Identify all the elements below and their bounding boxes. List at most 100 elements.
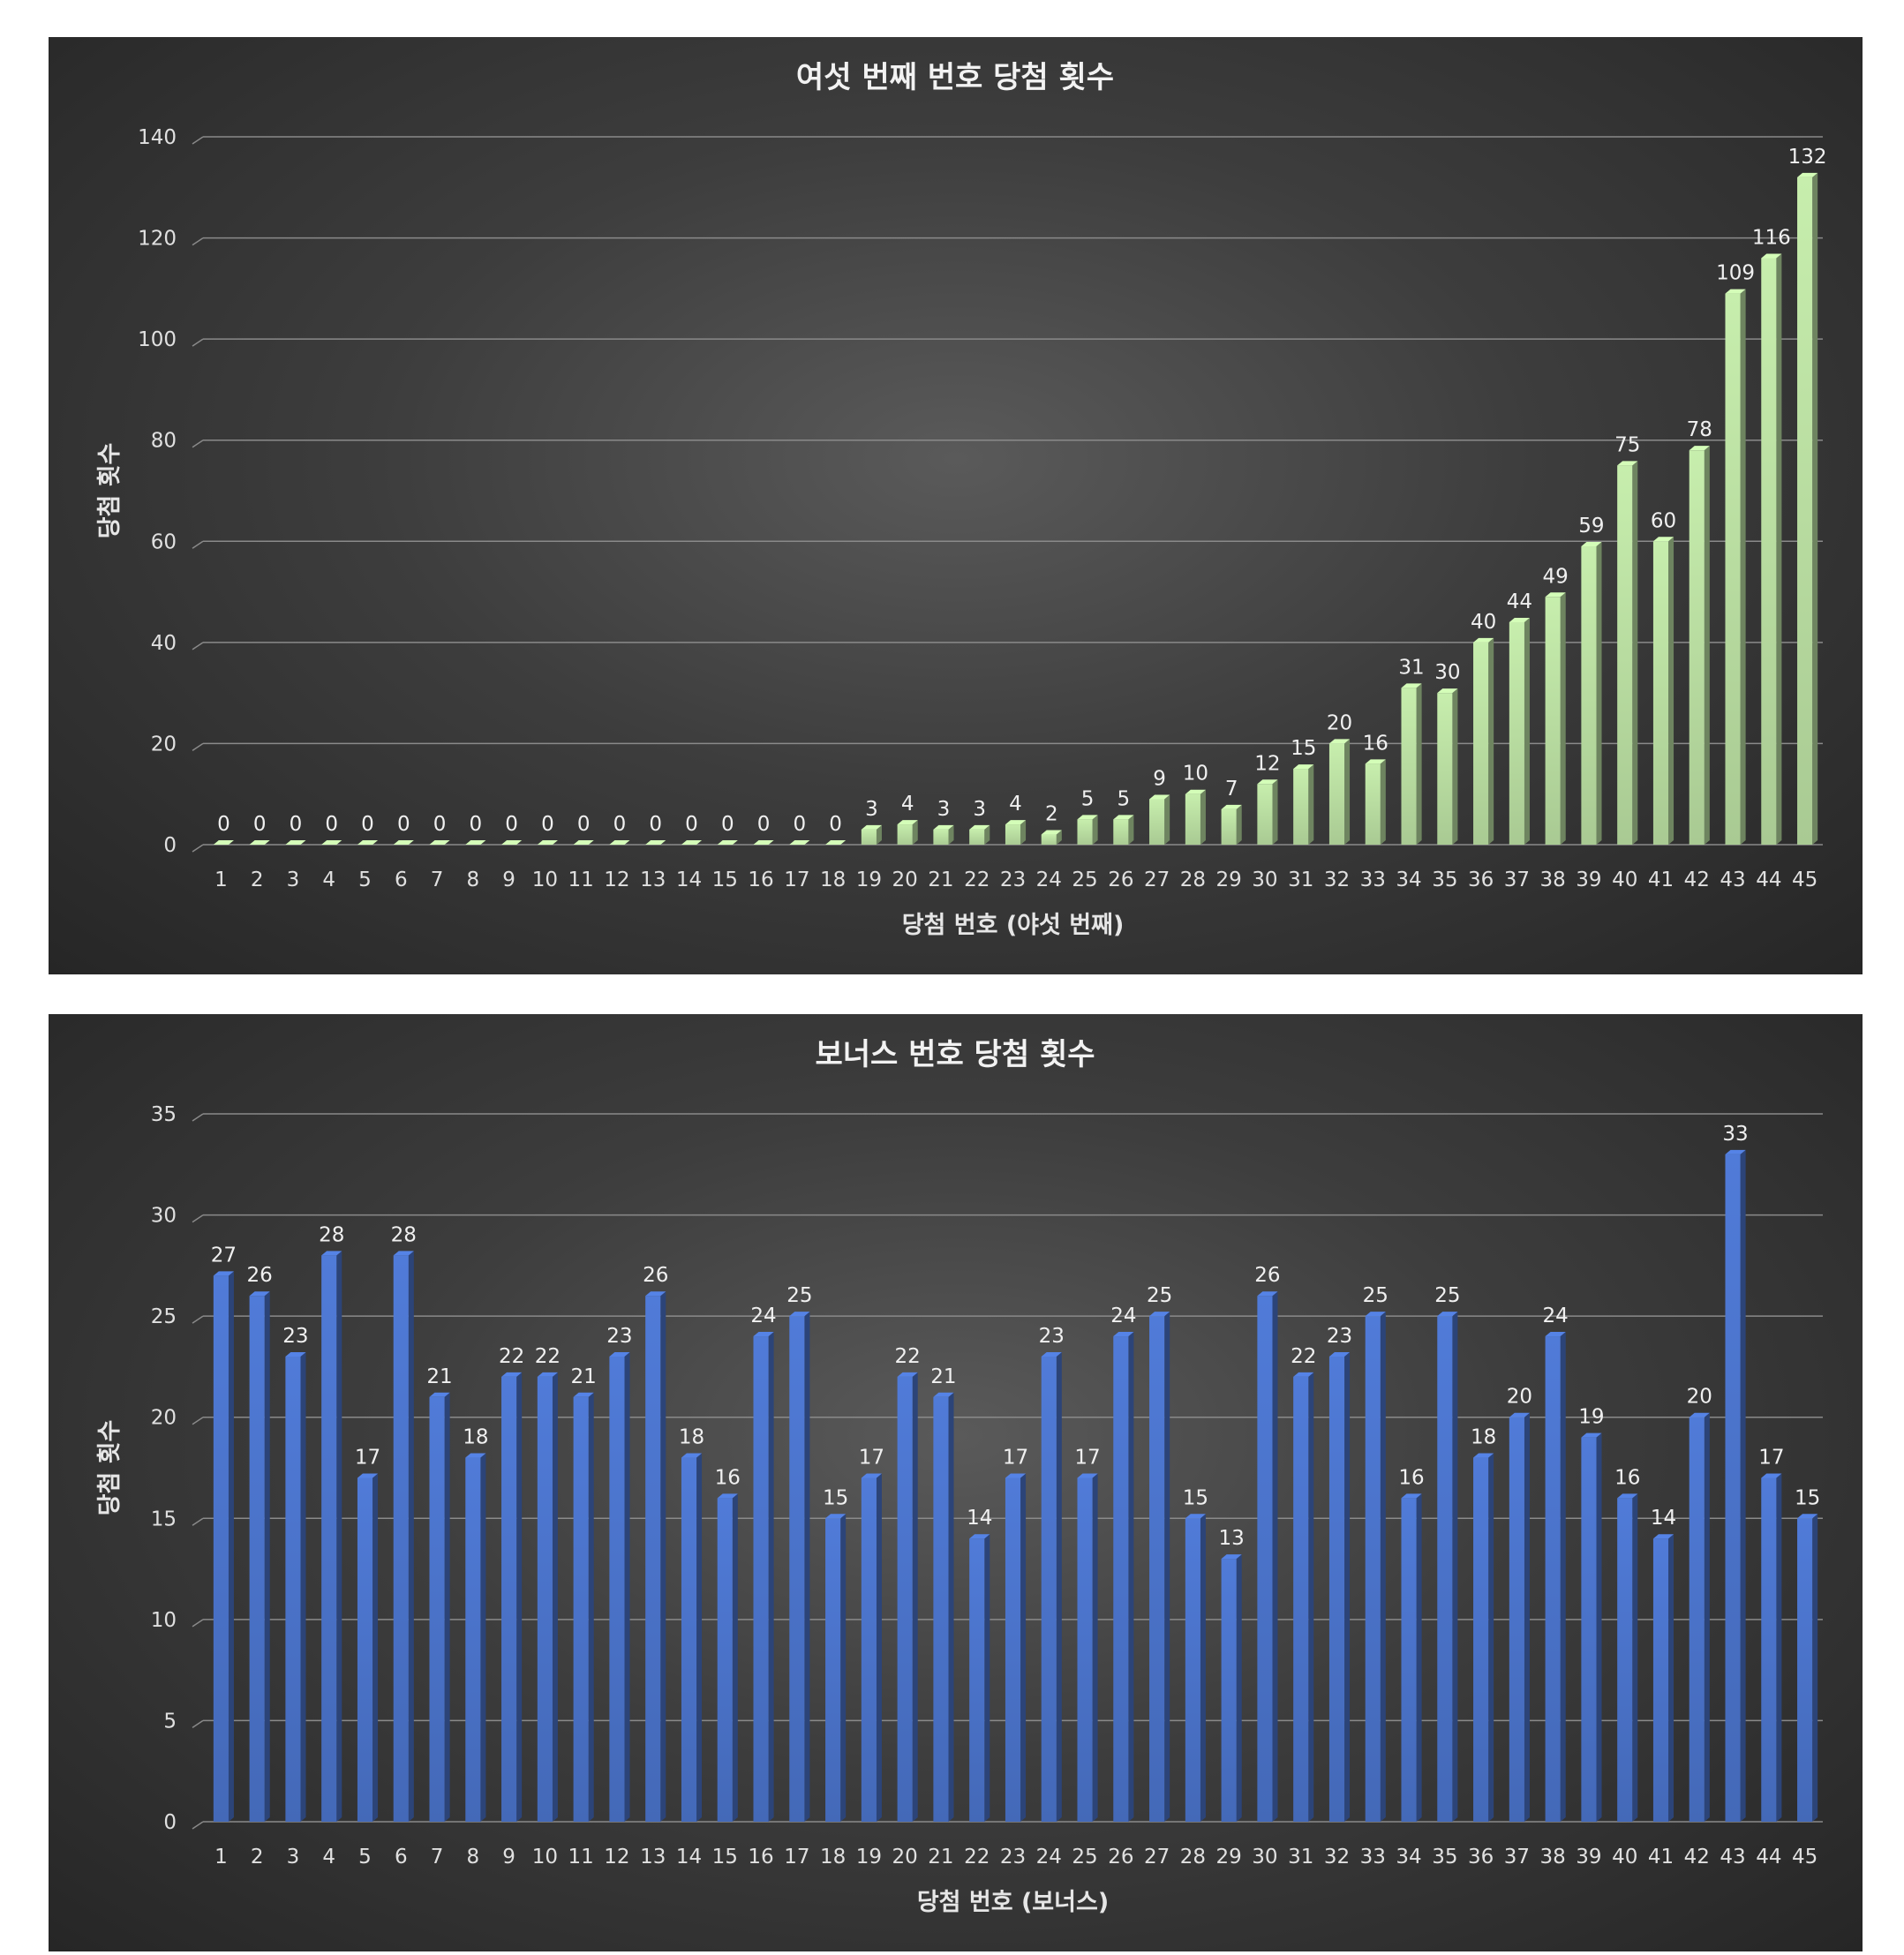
x-tick-label: 8 bbox=[467, 1846, 480, 1869]
x-tick-label: 14 bbox=[676, 1846, 702, 1869]
gridline-depth bbox=[192, 338, 204, 347]
bar-side bbox=[228, 1271, 234, 1822]
bar bbox=[537, 1376, 553, 1822]
x-tick-label: 41 bbox=[1648, 868, 1674, 891]
bar-group-44 bbox=[1761, 1473, 1782, 1822]
bar-side bbox=[1740, 289, 1746, 846]
data-label: 18 bbox=[1471, 1426, 1496, 1449]
bar bbox=[1149, 799, 1165, 845]
bar-group-17 bbox=[789, 1312, 810, 1822]
bar bbox=[1761, 258, 1777, 845]
bar-top bbox=[1401, 1493, 1422, 1499]
bar-side bbox=[1128, 815, 1134, 845]
bar-group-35 bbox=[1437, 688, 1458, 845]
bar-group-25 bbox=[1077, 815, 1098, 845]
bar-side bbox=[1704, 1412, 1710, 1822]
bar-top bbox=[1545, 592, 1566, 598]
data-label: 25 bbox=[1147, 1284, 1172, 1307]
bar bbox=[1581, 546, 1597, 845]
bar-group-4 bbox=[321, 840, 342, 845]
bar-top bbox=[1185, 1514, 1206, 1519]
bar-group-10 bbox=[537, 1372, 558, 1822]
gridline-depth bbox=[192, 1517, 204, 1526]
bar-top bbox=[1221, 1554, 1242, 1560]
bar-group-37 bbox=[1509, 1412, 1530, 1822]
bar-side bbox=[516, 1372, 523, 1822]
x-tick-label: 29 bbox=[1216, 1846, 1242, 1869]
data-label: 10 bbox=[1183, 763, 1208, 786]
bar bbox=[1652, 1538, 1669, 1822]
bar-group-22 bbox=[969, 1534, 990, 1822]
data-label: 60 bbox=[1651, 509, 1676, 532]
bar-top bbox=[825, 1514, 847, 1519]
gridline-depth bbox=[192, 742, 204, 752]
bar-group-5 bbox=[357, 840, 379, 845]
bar-side bbox=[1128, 1332, 1134, 1822]
bar-group-21 bbox=[933, 824, 954, 845]
bar-group-22 bbox=[969, 824, 990, 845]
x-tick-label: 30 bbox=[1252, 868, 1277, 891]
bar-top bbox=[465, 1453, 486, 1458]
bar bbox=[681, 1457, 697, 1822]
bar-group-41 bbox=[1652, 537, 1674, 845]
bar-top bbox=[1005, 820, 1027, 825]
bar-side bbox=[1596, 542, 1602, 845]
bar-side bbox=[408, 1251, 414, 1822]
data-label: 16 bbox=[715, 1466, 741, 1489]
bar-group-30 bbox=[1257, 1291, 1278, 1822]
bar bbox=[1401, 688, 1417, 845]
bar bbox=[1149, 1316, 1165, 1822]
bar-top bbox=[789, 840, 810, 845]
bar-top bbox=[897, 1372, 918, 1377]
bar-group-20 bbox=[897, 1372, 918, 1822]
bar-top bbox=[285, 1351, 306, 1357]
bar-side bbox=[1092, 815, 1098, 845]
bar-side bbox=[1704, 446, 1710, 845]
bar-group-43 bbox=[1725, 289, 1746, 846]
bar bbox=[969, 829, 985, 845]
bar-side bbox=[1272, 1291, 1278, 1822]
bar-group-32 bbox=[1328, 739, 1351, 845]
bar-group-8 bbox=[465, 1453, 486, 1822]
data-label: 0 bbox=[361, 813, 374, 836]
bar-side bbox=[1524, 1412, 1530, 1822]
bar bbox=[1365, 763, 1381, 845]
bar-side bbox=[1164, 794, 1170, 845]
x-tick-label: 15 bbox=[712, 868, 738, 891]
bar bbox=[1328, 1356, 1345, 1822]
bar-side bbox=[1668, 1534, 1674, 1822]
bar-group-6 bbox=[393, 840, 414, 845]
data-label: 4 bbox=[901, 793, 914, 816]
data-label: 15 bbox=[1291, 737, 1316, 760]
bar-top bbox=[1257, 1291, 1278, 1297]
data-label: 30 bbox=[1434, 661, 1460, 684]
x-tick-label: 40 bbox=[1612, 868, 1637, 891]
x-tick-label: 10 bbox=[532, 868, 558, 891]
bar-side bbox=[984, 1534, 990, 1822]
bar bbox=[213, 1275, 229, 1822]
bar-group-39 bbox=[1581, 542, 1602, 845]
x-tick-label: 43 bbox=[1720, 868, 1745, 891]
data-label: 0 bbox=[397, 813, 410, 836]
x-tick-label: 37 bbox=[1504, 1846, 1530, 1869]
bar bbox=[1437, 1316, 1453, 1822]
x-tick-label: 24 bbox=[1036, 1846, 1062, 1869]
x-tick-label: 43 bbox=[1720, 1846, 1745, 1869]
data-label: 20 bbox=[1327, 711, 1352, 734]
x-tick-label: 11 bbox=[568, 1846, 594, 1869]
x-tick-label: 17 bbox=[784, 868, 809, 891]
data-label: 132 bbox=[1788, 146, 1827, 169]
bar-group-20 bbox=[897, 820, 918, 845]
bar-group-40 bbox=[1617, 1493, 1638, 1822]
data-label: 0 bbox=[577, 813, 591, 836]
data-label: 26 bbox=[247, 1264, 273, 1287]
bar-group-6 bbox=[393, 1251, 414, 1822]
bar-side bbox=[1020, 1473, 1027, 1822]
data-label: 16 bbox=[1398, 1466, 1424, 1489]
bar-group-18 bbox=[825, 1514, 847, 1822]
data-label: 16 bbox=[1363, 732, 1388, 755]
x-tick-label: 1 bbox=[214, 1846, 228, 1869]
bar-top bbox=[321, 840, 342, 845]
bar bbox=[897, 824, 913, 845]
